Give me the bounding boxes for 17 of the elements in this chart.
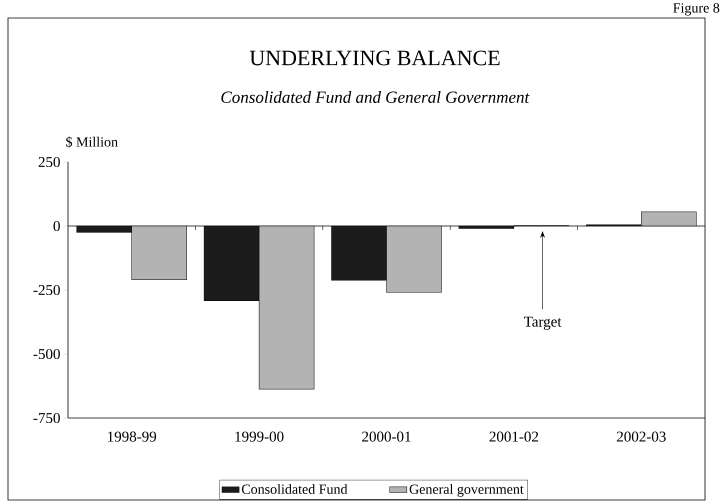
y-axis-title: $ Million xyxy=(66,136,118,148)
y-tick-label: 0 xyxy=(54,220,60,232)
caption: Figure 8 xyxy=(673,3,720,16)
y-tick-label: -250 xyxy=(34,284,60,296)
chart-subtitle: Consolidated Fund and General Government xyxy=(221,91,530,103)
y-tick-label: 250 xyxy=(38,156,60,168)
chart-title: UNDERLYING BALANCE xyxy=(250,50,500,66)
annotation: Target xyxy=(524,316,562,330)
x-tick-label: 2002-03 xyxy=(616,432,666,442)
x-tick-label: 2001-02 xyxy=(490,432,538,442)
x-tick-label: 1999-00 xyxy=(235,432,284,442)
y-tick-label: -500 xyxy=(34,348,60,360)
x-tick-label: 2000-01 xyxy=(362,432,411,442)
legend-label: General government xyxy=(410,484,524,497)
legend-label: Consolidated Fund xyxy=(242,484,348,494)
y-tick-label: -750 xyxy=(34,412,60,424)
x-tick-label: 1998-99 xyxy=(108,432,156,442)
